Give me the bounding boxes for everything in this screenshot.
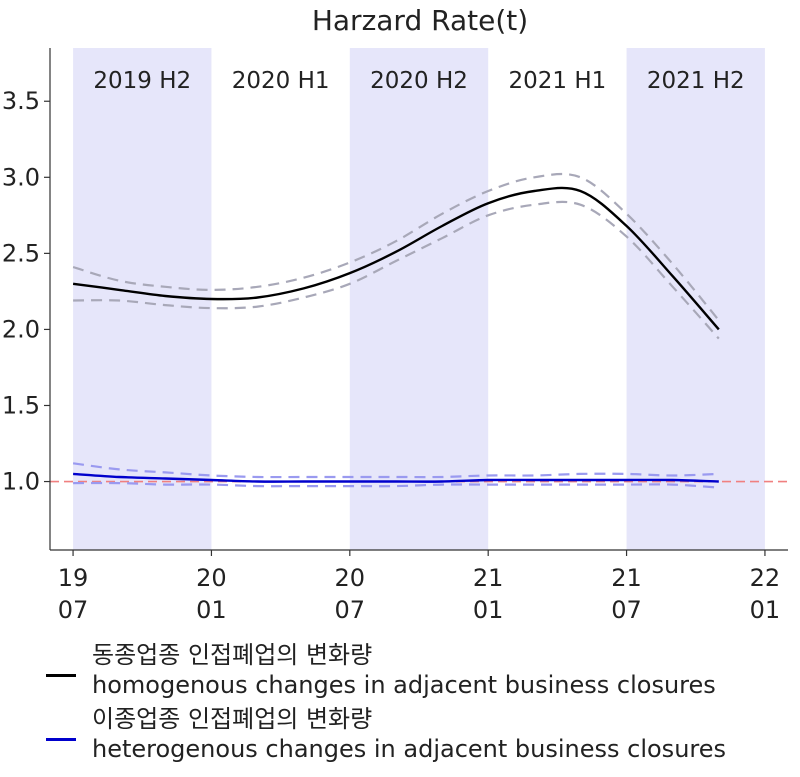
ci-lower-0 <box>73 200 720 340</box>
x-tick-label-month: 01 <box>196 596 227 624</box>
period-label-0: 2019 H2 <box>93 68 191 94</box>
x-tick-label-month: 01 <box>473 596 504 624</box>
x-tick-label-year: 19 <box>58 564 89 592</box>
legend-swatch-heterogenous <box>46 738 76 741</box>
x-tick-label-year: 21 <box>473 564 504 592</box>
ci-lower-1 <box>73 481 719 489</box>
chart-title: Harzard Rate(t) <box>312 4 528 37</box>
x-tick-label-month: 07 <box>58 596 89 624</box>
period-label-4: 2021 H2 <box>647 68 745 94</box>
y-axis-ticks: 1.0 1.5 2.0 2.5 3.0 3.5 <box>2 87 50 496</box>
y-tick-label: 1.5 <box>2 391 40 419</box>
period-label-3: 2021 H1 <box>508 68 606 94</box>
x-tick-label-year: 21 <box>611 564 642 592</box>
legend-label-korean: 이종업종 인접폐업의 변화량 <box>92 705 373 733</box>
y-tick-label: 2.5 <box>2 239 40 267</box>
period-band-2 <box>349 48 489 550</box>
series-line-1 <box>73 472 719 483</box>
ci-upper-0 <box>72 172 720 321</box>
y-tick-label: 3.5 <box>2 87 40 115</box>
period-label-2: 2020 H2 <box>370 68 468 94</box>
legend-label-korean: 동종업종 인접폐업의 변화량 <box>92 641 373 669</box>
x-tick-label-month: 07 <box>335 596 366 624</box>
y-tick-label: 2.0 <box>2 315 40 343</box>
x-tick-label-month: 01 <box>750 596 781 624</box>
legend-item-homogenous: 동종업종 인접폐업의 변화량 homogenous changes in adj… <box>40 640 790 704</box>
confidence-bands <box>72 172 720 489</box>
ci-upper-1 <box>72 462 719 479</box>
y-tick-label: 1.0 <box>2 468 40 496</box>
legend-item-heterogenous: 이종업종 인접폐업의 변화량 heterogenous changes in a… <box>40 704 790 768</box>
x-tick-label-year: 22 <box>750 564 781 592</box>
legend: 동종업종 인접폐업의 변화량 homogenous changes in adj… <box>40 640 790 768</box>
x-tick-label-year: 20 <box>335 564 366 592</box>
hazard-rate-chart: Harzard Rate(t) 2019 H2 2020 H1 2020 H2 202… <box>2 4 788 624</box>
legend-swatch-homogenous <box>46 674 76 677</box>
period-band-4 <box>626 48 765 550</box>
axes <box>49 48 788 551</box>
series-line-0 <box>72 186 720 331</box>
legend-label-english: homogenous changes in adjacent business … <box>92 671 716 699</box>
period-bands <box>73 48 765 550</box>
period-labels: 2019 H2 2020 H1 2020 H2 2021 H1 2021 H2 <box>93 68 744 94</box>
x-tick-label-month: 07 <box>611 596 642 624</box>
y-tick-label: 3.0 <box>2 163 40 191</box>
period-label-1: 2020 H1 <box>232 68 330 94</box>
legend-label-english: heterogenous changes in adjacent busines… <box>92 735 727 763</box>
series-lines <box>72 186 720 483</box>
x-tick-label-year: 20 <box>196 564 227 592</box>
x-axis-ticks: 19 07 20 01 20 07 21 01 21 07 22 01 <box>58 550 780 624</box>
